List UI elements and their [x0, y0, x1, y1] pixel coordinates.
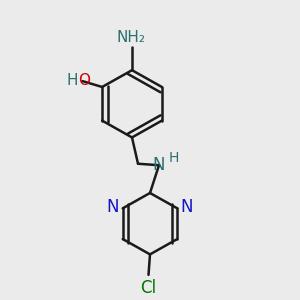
- Text: H: H: [66, 73, 78, 88]
- Text: N: N: [107, 198, 119, 216]
- Text: N: N: [153, 156, 165, 174]
- Text: NH₂: NH₂: [117, 30, 146, 45]
- Text: N: N: [181, 198, 193, 216]
- Text: H: H: [168, 151, 178, 165]
- Text: Cl: Cl: [140, 279, 157, 297]
- Text: O: O: [78, 73, 90, 88]
